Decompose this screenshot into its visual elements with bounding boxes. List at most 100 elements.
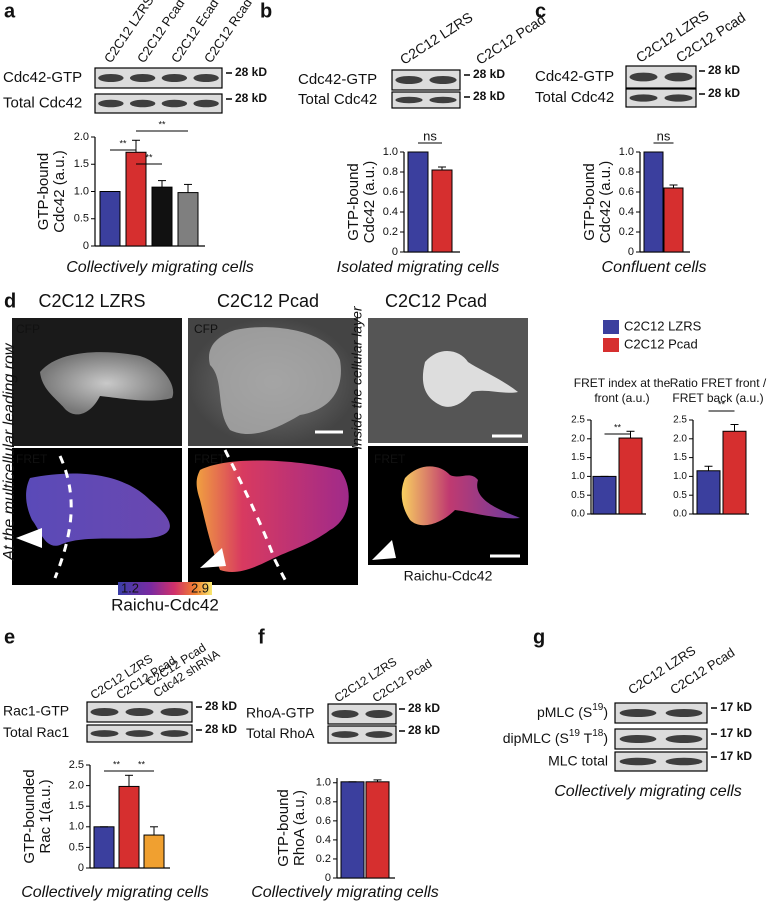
y-axis-label: Cdc42 (a.u.) bbox=[597, 161, 614, 244]
significance-label: ** bbox=[145, 152, 153, 162]
blot-band bbox=[90, 708, 119, 716]
y-tick-label: 1.0 bbox=[673, 471, 687, 482]
blot-band bbox=[664, 94, 693, 102]
row-label: pMLC (S19) bbox=[537, 702, 608, 720]
y-tick-label: 1.5 bbox=[69, 800, 84, 812]
caption: Collectively migrating cells bbox=[251, 884, 439, 901]
y-tick-label: 1.0 bbox=[571, 471, 585, 482]
text-part: pMLC (S bbox=[537, 704, 592, 720]
error-bar bbox=[373, 779, 382, 782]
bar bbox=[151, 186, 173, 247]
blot-band bbox=[125, 708, 154, 716]
significance-label: ** bbox=[119, 138, 127, 148]
text-part: 18 bbox=[592, 728, 604, 739]
bar bbox=[143, 834, 165, 869]
error-bar bbox=[158, 180, 166, 188]
blot-band bbox=[193, 99, 219, 108]
y-tick-label: 0 bbox=[392, 246, 398, 258]
cell bbox=[40, 352, 174, 415]
bar bbox=[340, 781, 365, 879]
cell bbox=[196, 460, 349, 572]
y-tick-label: 0 bbox=[628, 246, 634, 258]
size-label: 28 kD bbox=[205, 699, 237, 713]
row-label: Total Rac1 bbox=[3, 724, 69, 740]
y-tick-label: 1.5 bbox=[571, 452, 585, 463]
blot-row bbox=[391, 91, 461, 109]
dashed-line bbox=[223, 449, 290, 586]
dashed-line bbox=[53, 455, 73, 579]
blot-band bbox=[160, 708, 189, 716]
blot-band bbox=[619, 709, 657, 717]
blot-row bbox=[614, 702, 708, 724]
blot-band bbox=[365, 731, 393, 738]
size-label: 28 kD bbox=[473, 89, 505, 103]
blot-band bbox=[331, 731, 359, 738]
blot-band bbox=[98, 99, 124, 108]
error-bar bbox=[669, 184, 678, 188]
y-axis-label: Rac 1(a.u.) bbox=[37, 779, 54, 853]
bar bbox=[125, 151, 147, 247]
y-tick-label: 1.0 bbox=[383, 146, 398, 158]
y-tick-label: 0.8 bbox=[383, 166, 398, 178]
error-bar bbox=[150, 826, 158, 836]
y-tick-label: 2.5 bbox=[571, 415, 585, 426]
blot-row bbox=[94, 93, 223, 114]
row-label: Cdc42-GTP bbox=[535, 68, 614, 85]
size-label: 17 kD bbox=[720, 749, 752, 763]
y-axis-label: GTP-bound bbox=[581, 163, 598, 241]
caption: Collectively migrating cells bbox=[554, 783, 742, 800]
row-label: RhoA-GTP bbox=[246, 705, 314, 721]
y-tick-label: 0.4 bbox=[619, 206, 634, 218]
chart-title: FRET index at the bbox=[574, 376, 671, 390]
sensor-label: Raichu-Cdc42 bbox=[404, 568, 493, 584]
size-label: 28 kD bbox=[408, 723, 440, 737]
arrowhead bbox=[372, 540, 396, 560]
blot-band bbox=[129, 74, 156, 82]
error-bar bbox=[704, 465, 713, 471]
y-tick-label: 0 bbox=[78, 862, 84, 874]
blot-row bbox=[614, 751, 708, 772]
y-tick-label: 0.4 bbox=[316, 834, 331, 846]
arrowhead bbox=[200, 548, 226, 568]
size-label: 28 kD bbox=[473, 67, 505, 81]
panel-label: f bbox=[258, 626, 265, 648]
y-tick-label: 0.5 bbox=[69, 841, 84, 853]
bar bbox=[177, 192, 199, 247]
colorbar-min: 1.2 bbox=[121, 580, 139, 595]
y-tick-label: 0.6 bbox=[383, 186, 398, 198]
blot-row bbox=[625, 65, 697, 89]
blot-band bbox=[125, 730, 154, 737]
caption: Collectively migrating cells bbox=[21, 884, 209, 901]
colorbar bbox=[118, 582, 212, 595]
cell bbox=[422, 351, 518, 407]
significance-label: ns bbox=[657, 128, 671, 143]
y-axis-label: GTP-bounded bbox=[21, 769, 38, 863]
channel-label: FRET bbox=[374, 452, 406, 466]
bar bbox=[696, 470, 721, 515]
y-tick-label: 0.6 bbox=[619, 186, 634, 198]
panel-label: g bbox=[533, 626, 545, 648]
text-part: ) bbox=[603, 730, 608, 746]
blot-band bbox=[161, 74, 188, 82]
significance-label: ** bbox=[113, 759, 121, 769]
caption: Isolated migrating cells bbox=[337, 259, 500, 276]
panel-label: a bbox=[4, 0, 16, 22]
y-tick-label: 2.0 bbox=[571, 433, 585, 444]
y-tick-label: 2.0 bbox=[74, 131, 89, 143]
blot-row bbox=[327, 725, 397, 744]
y-tick-label: 0.2 bbox=[383, 226, 398, 238]
text-part: 19 bbox=[592, 702, 604, 713]
blot-band bbox=[429, 96, 457, 104]
chart-title: FRET back (a.u.) bbox=[672, 391, 763, 405]
text-part: ) bbox=[603, 704, 608, 720]
significance-label: ** bbox=[718, 399, 726, 409]
y-tick-label: 1.0 bbox=[316, 777, 331, 789]
blot-band bbox=[90, 730, 119, 737]
blot-band bbox=[193, 74, 219, 82]
colorbar-max: 2.9 bbox=[191, 580, 209, 595]
y-tick-label: 0.0 bbox=[571, 509, 585, 520]
legend-swatch bbox=[603, 320, 619, 334]
size-label: 28 kD bbox=[235, 91, 267, 105]
y-axis-label: GTP-bound bbox=[345, 163, 362, 241]
blot-band bbox=[395, 96, 423, 104]
